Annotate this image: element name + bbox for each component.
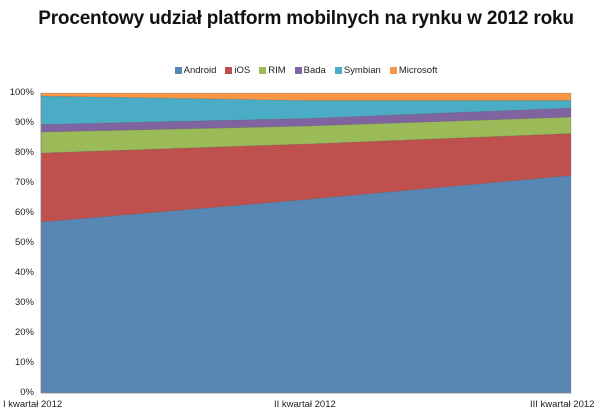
legend: Android iOS RIM Bada Symbian Microsoft	[0, 65, 612, 76]
y-tick-label: 70%	[14, 177, 34, 188]
legend-label: Symbian	[343, 65, 381, 76]
y-tick-label: 30%	[14, 297, 34, 308]
y-tick-label: 50%	[14, 237, 34, 248]
y-tick-label: 10%	[14, 357, 34, 368]
legend-swatch-rim	[259, 67, 267, 74]
x-tick-q3: III kwartał 2012	[530, 399, 595, 410]
y-tick-label: 0%	[20, 387, 34, 398]
legend-swatch-microsoft	[389, 67, 397, 74]
legend-label: iOS	[234, 65, 251, 76]
legend-swatch-ios	[225, 67, 233, 74]
x-tick-q2: II kwartał 2012	[274, 399, 336, 410]
y-tick-label: 40%	[14, 267, 34, 278]
y-tick-label: 60%	[14, 207, 34, 218]
legend-item-ios: iOS	[225, 65, 250, 76]
x-tick-q1: I kwartał 2012	[3, 399, 63, 410]
legend-label: Microsoft	[398, 65, 438, 76]
legend-item-symbian: Symbian	[334, 65, 381, 76]
legend-label: RIM	[268, 65, 286, 76]
y-tick-label: 80%	[14, 147, 34, 158]
legend-swatch-bada	[294, 67, 302, 74]
y-tick-label: 90%	[14, 117, 34, 128]
legend-label: Bada	[303, 65, 326, 76]
chart-title: Procentowy udział platform mobilnych na …	[38, 8, 574, 29]
legend-swatch-android	[174, 67, 182, 74]
y-tick-label: 20%	[14, 327, 34, 338]
legend-item-rim: RIM	[259, 65, 286, 76]
legend-swatch-symbian	[334, 67, 342, 74]
y-tick-label: 100%	[9, 87, 34, 98]
legend-item-microsoft: Microsoft	[389, 65, 438, 76]
legend-label: Android	[183, 65, 217, 76]
legend-item-bada: Bada	[294, 65, 326, 76]
legend-item-android: Android	[174, 65, 217, 76]
